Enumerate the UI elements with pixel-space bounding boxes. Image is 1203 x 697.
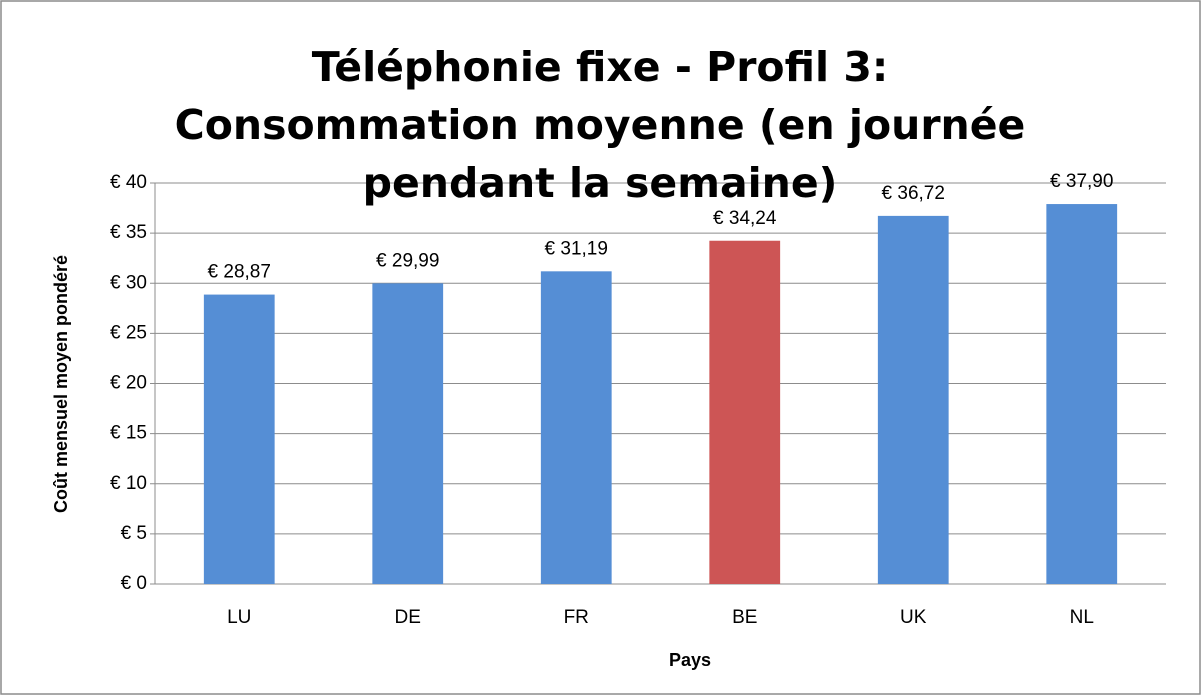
data-label: € 37,90: [1050, 171, 1113, 192]
bar: [540, 271, 612, 584]
y-axis-label: Coût mensuel moyen pondéré: [51, 255, 71, 513]
data-label: € 28,87: [208, 262, 271, 283]
x-tick-label: FR: [564, 607, 589, 628]
y-tick-label: € 20: [110, 373, 147, 394]
bar: [709, 240, 781, 584]
x-tick-label: LU: [227, 607, 251, 628]
data-label: € 31,19: [545, 238, 608, 259]
x-tick-label: BE: [732, 607, 757, 628]
y-tick-label: € 0: [121, 573, 147, 594]
y-tick-label: € 40: [110, 172, 147, 193]
y-tick-label: € 30: [110, 272, 147, 293]
chart-title: Téléphonie fixe - Profil 3: Consommation…: [174, 43, 1026, 207]
x-tick-label: DE: [395, 607, 421, 628]
x-axis-label: Pays: [669, 650, 711, 670]
data-label: € 29,99: [376, 250, 439, 271]
bar: [372, 283, 444, 584]
y-tick-label: € 10: [110, 473, 147, 494]
y-tick-label: € 15: [110, 423, 147, 444]
y-tick-label: € 25: [110, 322, 147, 343]
bar: [1046, 204, 1118, 585]
bar: [877, 215, 949, 584]
x-tick-label: UK: [900, 607, 927, 628]
y-tick-label: € 5: [121, 523, 147, 544]
data-label: € 34,24: [713, 208, 777, 229]
x-tick-label: NL: [1070, 607, 1094, 628]
y-tick-label: € 35: [110, 222, 147, 243]
data-label: € 36,72: [882, 183, 945, 204]
bar: [203, 294, 275, 584]
